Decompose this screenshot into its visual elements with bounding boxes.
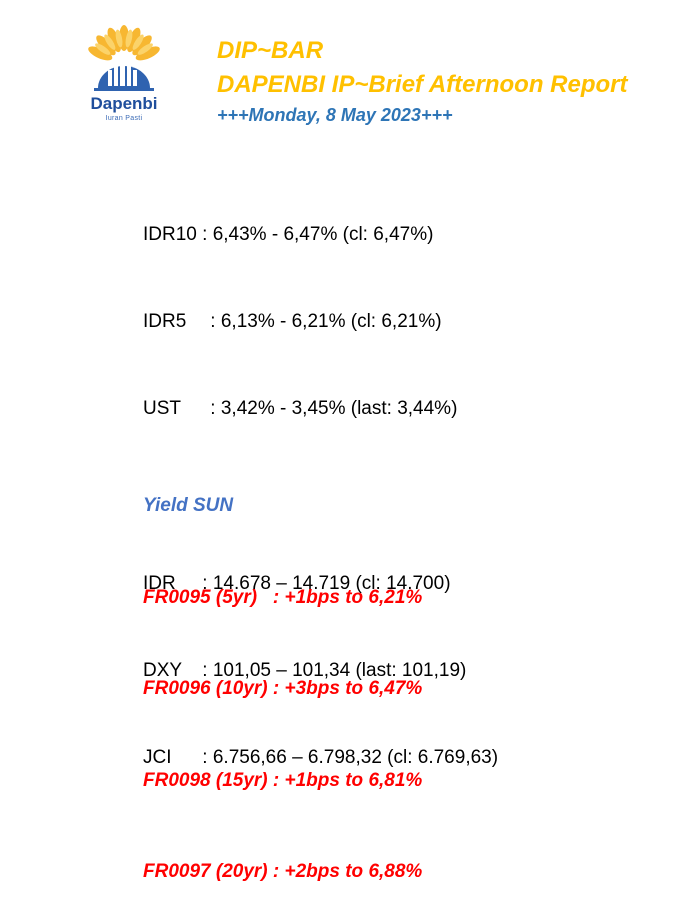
- bond-label: UST: [143, 398, 181, 419]
- report-header: DIP~BAR DAPENBI IP~Brief Afternoon Repor…: [217, 34, 627, 128]
- yield-row-fr0095: FR0095 (5yr) : +1bps to 6,21%: [143, 586, 423, 608]
- bond-row-idr5: IDR5 : 6,13% - 6,21% (cl: 6,21%): [143, 307, 498, 336]
- yield-row-fr0097: FR0097 (20yr) : +2bps to 6,88%: [143, 861, 423, 882]
- bond-row-idr10: IDR10 : 6,43% - 6,47% (cl: 6,47%): [143, 220, 498, 249]
- yield-row-fr0098: FR0098 (15yr) : +1bps to 6,81%: [143, 769, 423, 791]
- market-sep: :: [197, 573, 213, 594]
- yield-row-fr0096: FR0096 (10yr) : +3bps to 6,47%: [143, 678, 423, 699]
- report-subtitle: DAPENBI IP~Brief Afternoon Report: [217, 71, 628, 98]
- bond-value: 6,13% - 6,21% (cl: 6,21%): [220, 311, 442, 332]
- bond-label: IDR10: [143, 224, 197, 245]
- report-title: DIP~BAR: [217, 37, 324, 64]
- dapenbi-logo: Dapenbi Iuran Pasti: [64, 24, 184, 132]
- logo-tagline: Iuran Pasti: [105, 115, 143, 122]
- yield-title: Yield SUN: [143, 495, 234, 516]
- bond-sep: :: [196, 224, 213, 245]
- sunburst-building-logo-icon: [88, 25, 160, 91]
- bond-sep: :: [205, 398, 221, 419]
- bond-value: 3,42% - 3,45% (last: 3,44%): [220, 398, 458, 419]
- report-date: +++Monday, 8 May 2023+++: [217, 105, 453, 125]
- yield-block: Yield SUN FR0095 (5yr) : +1bps to 6,21% …: [143, 430, 422, 918]
- bond-row-ust: UST : 3,42% - 3,45% (last: 3,44%): [143, 394, 498, 423]
- bond-sep: :: [205, 311, 221, 332]
- bond-value: 6,43% - 6,47% (cl: 6,47%): [212, 224, 434, 245]
- logo-name: Dapenbi: [90, 94, 158, 113]
- bond-label: IDR5: [143, 311, 187, 332]
